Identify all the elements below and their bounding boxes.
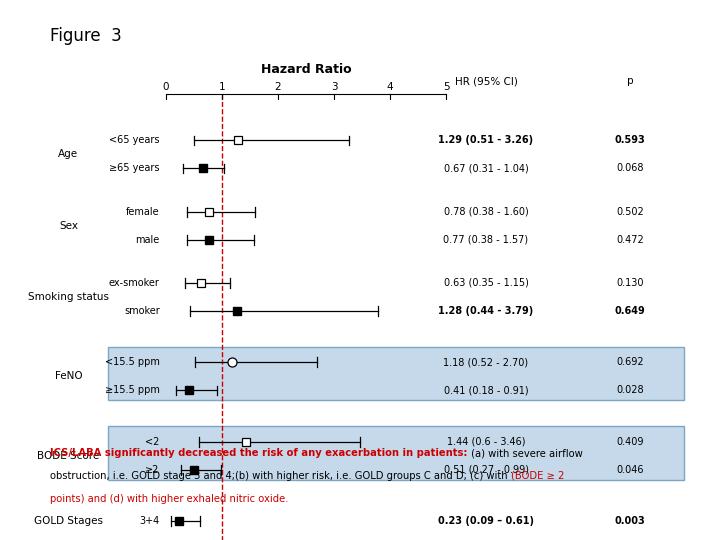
- Text: ICS/LABA significantly decreased the risk of any exacerbation in patients:: ICS/LABA significantly decreased the ris…: [50, 448, 468, 458]
- Text: 0.692: 0.692: [616, 357, 644, 367]
- Text: 0.130: 0.130: [616, 278, 644, 288]
- Text: Figure  3: Figure 3: [50, 27, 122, 45]
- Text: Sex: Sex: [59, 221, 78, 231]
- Text: 0.593: 0.593: [615, 136, 645, 145]
- Text: Hazard Ratio: Hazard Ratio: [261, 63, 351, 76]
- Bar: [108, 347, 684, 400]
- Text: HR (95% CI): HR (95% CI): [454, 76, 518, 86]
- Text: 3: 3: [330, 82, 338, 92]
- Text: <2: <2: [145, 437, 160, 447]
- Text: Age: Age: [58, 150, 78, 159]
- Text: 0.409: 0.409: [616, 437, 644, 447]
- Text: 5: 5: [443, 82, 450, 92]
- Text: 1.18 (0.52 - 2.70): 1.18 (0.52 - 2.70): [444, 357, 528, 367]
- Text: ≥2: ≥2: [145, 465, 160, 475]
- Bar: [108, 426, 684, 480]
- Text: 1.28 (0.44 - 3.79): 1.28 (0.44 - 3.79): [438, 306, 534, 316]
- Text: 2: 2: [274, 82, 282, 92]
- Text: (BODE ≥ 2: (BODE ≥ 2: [511, 471, 564, 481]
- Text: 0.63 (0.35 - 1.15): 0.63 (0.35 - 1.15): [444, 278, 528, 288]
- Text: (a) with severe airflow: (a) with severe airflow: [468, 448, 582, 458]
- Text: female: female: [126, 207, 160, 217]
- Text: 0.472: 0.472: [616, 235, 644, 245]
- Text: 4: 4: [387, 82, 394, 92]
- Text: 0.046: 0.046: [616, 465, 644, 475]
- Text: GOLD Stages: GOLD Stages: [34, 516, 103, 526]
- Text: 1.44 (0.6 - 3.46): 1.44 (0.6 - 3.46): [446, 437, 526, 447]
- Text: smoker: smoker: [124, 306, 160, 316]
- Text: ≥65 years: ≥65 years: [109, 164, 160, 173]
- Text: 3+4: 3+4: [140, 516, 160, 526]
- Text: 0.003: 0.003: [615, 516, 645, 526]
- Text: 0: 0: [162, 82, 169, 92]
- Text: <15.5 ppm: <15.5 ppm: [105, 357, 160, 367]
- Text: male: male: [135, 235, 160, 245]
- Text: 0.77 (0.38 - 1.57): 0.77 (0.38 - 1.57): [444, 235, 528, 245]
- Text: 0.78 (0.38 - 1.60): 0.78 (0.38 - 1.60): [444, 207, 528, 217]
- Text: 0.41 (0.18 - 0.91): 0.41 (0.18 - 0.91): [444, 386, 528, 395]
- Text: 0.67 (0.31 - 1.04): 0.67 (0.31 - 1.04): [444, 164, 528, 173]
- Text: ex-smoker: ex-smoker: [109, 278, 160, 288]
- Text: Smoking status: Smoking status: [28, 292, 109, 302]
- Text: 0.502: 0.502: [616, 207, 644, 217]
- Text: 0.649: 0.649: [615, 306, 645, 316]
- Text: BODE Score: BODE Score: [37, 451, 99, 461]
- Text: p: p: [626, 76, 634, 86]
- Text: ≥15.5 ppm: ≥15.5 ppm: [105, 386, 160, 395]
- Text: 0.028: 0.028: [616, 386, 644, 395]
- Text: 0.51 (0.27 - 0.99): 0.51 (0.27 - 0.99): [444, 465, 528, 475]
- Text: obstruction, i.e. GOLD stage 3 and 4;(b) with higher risk, i.e. GOLD groups C an: obstruction, i.e. GOLD stage 3 and 4;(b)…: [50, 471, 511, 481]
- Text: FeNO: FeNO: [55, 372, 82, 381]
- Text: 0.068: 0.068: [616, 164, 644, 173]
- Text: 1: 1: [218, 82, 225, 92]
- Text: points) and (d) with higher exhaled nitric oxide.: points) and (d) with higher exhaled nitr…: [50, 494, 289, 504]
- Text: 0.23 (0.09 – 0.61): 0.23 (0.09 – 0.61): [438, 516, 534, 526]
- Text: <65 years: <65 years: [109, 136, 160, 145]
- Text: 1.29 (0.51 - 3.26): 1.29 (0.51 - 3.26): [438, 136, 534, 145]
